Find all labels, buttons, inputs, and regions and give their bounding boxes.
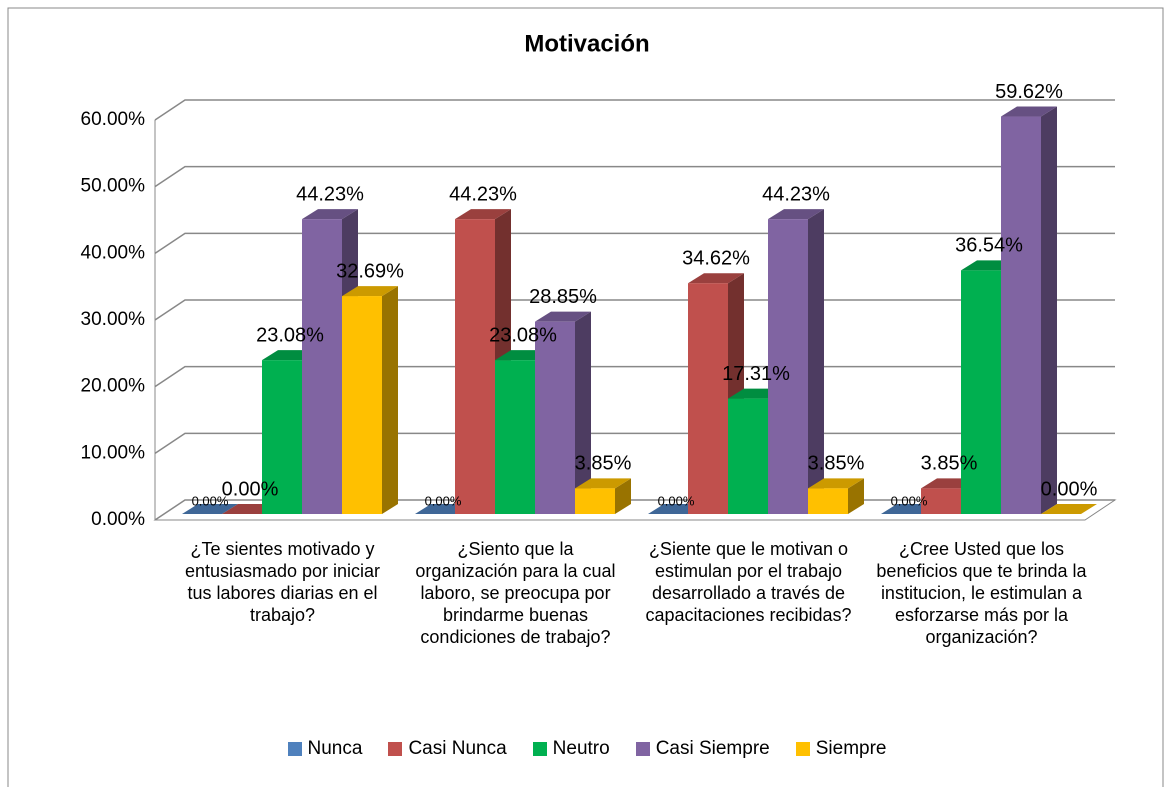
bar [342,296,382,514]
value-label: 23.08% [489,324,557,346]
bar [455,219,495,514]
value-label: 34.62% [682,247,750,269]
bar-top [808,478,864,489]
bar [262,360,302,514]
bar [728,398,768,514]
x-tick-label: ¿Siente que le motivan o estimulan por e… [645,539,852,625]
bar [921,488,961,514]
value-label: 44.23% [762,183,830,205]
bar-side [382,286,398,514]
bar-top [768,209,824,220]
value-label: 3.85% [921,453,978,475]
bar-side [1041,106,1057,515]
bar [535,321,575,514]
bar-top [575,478,631,489]
bar [768,219,808,514]
legend-swatch [388,742,403,756]
bar-side [848,478,864,514]
legend-item: Nunca [287,738,363,760]
value-label: 32.69% [336,260,404,282]
bar-top [455,209,511,220]
legend-swatch [532,742,547,756]
legend-label: Casi Nunca [408,738,507,759]
grid-line [154,165,1115,188]
y-tick-label: 10.00% [81,442,146,463]
value-label: 0.00% [891,493,928,508]
bar-top [688,273,744,284]
chart-border [7,7,1164,787]
bar-top [182,504,238,514]
value-label: 23.08% [256,324,324,346]
y-tick-label: 20.00% [81,376,146,397]
legend-swatch [795,742,810,756]
x-tick-label: ¿Cree Usted que los beneficios que te br… [876,539,1087,647]
value-label: 17.31% [722,363,790,385]
bar [1001,116,1041,515]
legend-label: Casi Siempre [655,738,770,759]
legend-label: Siempre [815,738,887,759]
value-label: 44.23% [296,183,364,205]
bar [808,488,848,514]
legend-label: Neutro [552,738,610,759]
value-label: 0.00% [658,493,695,508]
bar-top [342,286,398,297]
value-label: 0.00% [425,493,462,508]
y-tick-label: 40.00% [81,242,146,263]
bar-top [1041,504,1097,514]
legend-item: Siempre [795,738,887,760]
y-tick-label: 50.00% [81,176,146,197]
value-label: 0.00% [1041,478,1098,500]
bar-side [808,209,824,514]
bar [495,360,535,514]
legend-swatch [635,742,650,756]
chart-title: Motivación [524,30,649,57]
bar-top [302,209,358,220]
value-label: 3.85% [808,453,865,475]
bar [688,283,728,514]
grid-line [154,99,1115,121]
value-label: 0.00% [192,493,229,508]
bar-side [615,478,631,514]
bar [575,488,615,514]
value-label: 3.85% [575,453,632,475]
bar-side [575,311,591,514]
legend-label: Nunca [307,738,363,759]
bar-top [1001,106,1057,117]
x-tick-label: ¿Siento que la organización para la cual… [415,539,616,647]
x-tick-label: ¿Te sientes motivado y entusiasmado por … [184,539,381,625]
value-label: 59.62% [995,81,1063,103]
legend: Nunca Casi Nunca Neutro Casi Siempre Siempre [0,738,1174,760]
y-tick-label: 30.00% [81,309,146,330]
y-tick-label: 60.00% [81,109,146,130]
legend-swatch [287,742,302,756]
bar [302,219,342,514]
y-tick-label: 0.00% [91,509,145,530]
bar [961,270,1001,514]
value-label: 28.85% [529,286,597,308]
bar-top [535,311,591,322]
value-label: 0.00% [222,478,279,500]
legend-item: Casi Nunca [388,738,507,760]
legend-item: Casi Siempre [635,738,770,760]
value-label: 44.23% [449,183,517,205]
value-label: 36.54% [955,235,1023,257]
legend-item: Neutro [532,738,610,760]
